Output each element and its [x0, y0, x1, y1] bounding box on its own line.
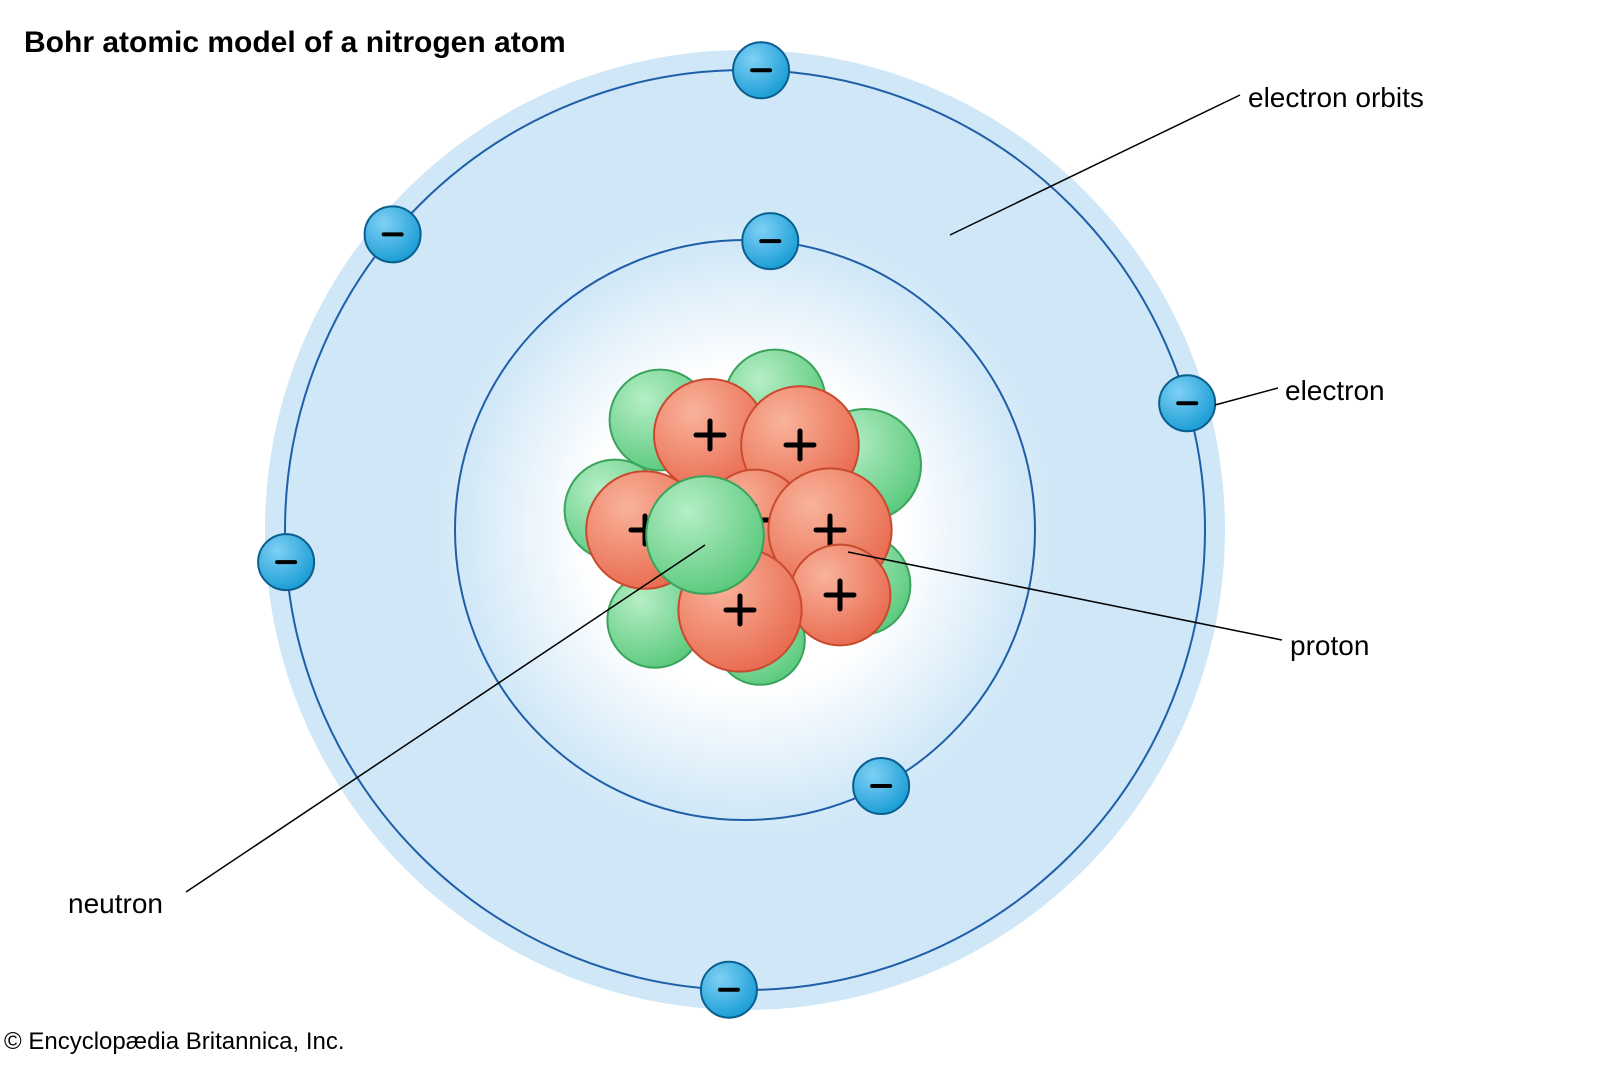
electron — [742, 213, 798, 269]
electron — [258, 534, 314, 590]
label-electron: electron — [1285, 375, 1385, 407]
electron — [701, 962, 757, 1018]
electron — [733, 42, 789, 98]
label-neutron: neutron — [68, 888, 163, 920]
electron — [365, 206, 421, 262]
atom-diagram — [0, 0, 1600, 1067]
neutron-sphere — [646, 476, 764, 594]
callout-line-electron — [1215, 388, 1278, 405]
label-proton: proton — [1290, 630, 1369, 662]
label-electron-orbits: electron orbits — [1248, 82, 1424, 114]
electron — [1159, 375, 1215, 431]
electron — [853, 758, 909, 814]
